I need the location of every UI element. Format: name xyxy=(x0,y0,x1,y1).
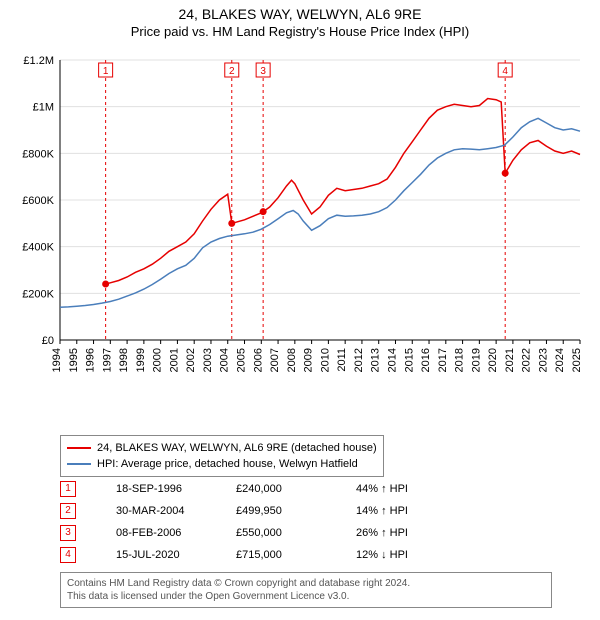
svg-text:4: 4 xyxy=(502,66,508,77)
legend-item: 24, BLAKES WAY, WELWYN, AL6 9RE (detache… xyxy=(67,440,377,456)
svg-text:£400K: £400K xyxy=(22,242,54,254)
svg-text:1: 1 xyxy=(103,66,109,77)
event-row: 4 15-JUL-2020£715,00012% ↓ HPI xyxy=(60,544,476,566)
svg-text:2018: 2018 xyxy=(454,348,466,372)
page-subtitle: Price paid vs. HM Land Registry's House … xyxy=(0,22,600,43)
svg-text:2020: 2020 xyxy=(487,348,499,372)
svg-text:2006: 2006 xyxy=(252,348,264,372)
svg-text:£800K: £800K xyxy=(22,148,54,160)
event-row: 2 30-MAR-2004£499,95014% ↑ HPI xyxy=(60,500,476,522)
svg-text:2005: 2005 xyxy=(236,348,248,372)
svg-text:1998: 1998 xyxy=(118,348,130,372)
legend-item: HPI: Average price, detached house, Welw… xyxy=(67,456,377,472)
svg-text:2: 2 xyxy=(229,66,235,77)
legend-label: HPI: Average price, detached house, Welw… xyxy=(97,458,358,470)
svg-text:2002: 2002 xyxy=(185,348,197,372)
svg-text:1996: 1996 xyxy=(85,348,97,372)
legend-label: 24, BLAKES WAY, WELWYN, AL6 9RE (detache… xyxy=(97,442,377,454)
svg-text:2010: 2010 xyxy=(319,348,331,372)
chart-legend: 24, BLAKES WAY, WELWYN, AL6 9RE (detache… xyxy=(60,435,384,477)
svg-text:2025: 2025 xyxy=(571,348,583,372)
svg-text:2016: 2016 xyxy=(420,348,432,372)
event-date: 30-MAR-2004 xyxy=(116,505,236,517)
event-marker-number: 3 xyxy=(60,525,76,541)
event-pct-vs-hpi: 14% ↑ HPI xyxy=(356,505,476,517)
event-price: £240,000 xyxy=(236,483,356,495)
svg-text:2019: 2019 xyxy=(470,348,482,372)
event-price: £499,950 xyxy=(236,505,356,517)
page-title: 24, BLAKES WAY, WELWYN, AL6 9RE xyxy=(0,0,600,22)
event-pct-vs-hpi: 44% ↑ HPI xyxy=(356,483,476,495)
svg-text:£0: £0 xyxy=(42,335,54,347)
event-pct-vs-hpi: 12% ↓ HPI xyxy=(356,549,476,561)
event-row: 3 08-FEB-2006£550,00026% ↑ HPI xyxy=(60,522,476,544)
event-marker-number: 2 xyxy=(60,503,76,519)
svg-text:2003: 2003 xyxy=(202,348,214,372)
event-date: 15-JUL-2020 xyxy=(116,549,236,561)
svg-text:2001: 2001 xyxy=(168,348,180,372)
svg-text:£1.2M: £1.2M xyxy=(23,55,54,67)
legend-swatch xyxy=(67,463,91,465)
svg-text:2021: 2021 xyxy=(504,348,516,372)
svg-text:1994: 1994 xyxy=(51,348,63,372)
footer-line-1: Contains HM Land Registry data © Crown c… xyxy=(67,577,545,590)
svg-text:2004: 2004 xyxy=(219,348,231,372)
svg-text:£1M: £1M xyxy=(33,102,54,114)
event-price: £550,000 xyxy=(236,527,356,539)
event-marker-number: 4 xyxy=(60,547,76,563)
event-price: £715,000 xyxy=(236,549,356,561)
event-date: 18-SEP-1996 xyxy=(116,483,236,495)
svg-text:2013: 2013 xyxy=(370,348,382,372)
svg-text:2023: 2023 xyxy=(537,348,549,372)
svg-text:2012: 2012 xyxy=(353,348,365,372)
svg-text:2011: 2011 xyxy=(336,348,348,372)
svg-text:2000: 2000 xyxy=(152,348,164,372)
event-date: 08-FEB-2006 xyxy=(116,527,236,539)
price-chart: £0 £200K £400K £600K £800K £1M £1.2M 1994 1995 19… xyxy=(10,50,590,390)
svg-text:2017: 2017 xyxy=(437,348,449,372)
svg-text:1995: 1995 xyxy=(68,348,80,372)
event-marker-number: 1 xyxy=(60,481,76,497)
footer-attribution: Contains HM Land Registry data © Crown c… xyxy=(60,572,552,608)
svg-text:2007: 2007 xyxy=(269,348,281,372)
svg-text:2024: 2024 xyxy=(554,348,566,372)
svg-text:2008: 2008 xyxy=(286,348,298,372)
svg-text:2014: 2014 xyxy=(386,348,398,372)
svg-text:2022: 2022 xyxy=(521,348,533,372)
footer-line-2: This data is licensed under the Open Gov… xyxy=(67,590,545,603)
events-table: 1 18-SEP-1996£240,00044% ↑ HPI 2 30-MAR-200… xyxy=(60,478,476,566)
svg-text:£600K: £600K xyxy=(22,195,54,207)
svg-text:£200K: £200K xyxy=(22,288,54,300)
legend-swatch xyxy=(67,447,91,449)
event-pct-vs-hpi: 26% ↑ HPI xyxy=(356,527,476,539)
svg-text:1999: 1999 xyxy=(135,348,147,372)
svg-text:2015: 2015 xyxy=(403,348,415,372)
svg-text:2009: 2009 xyxy=(303,348,315,372)
svg-text:1997: 1997 xyxy=(101,348,113,372)
event-row: 1 18-SEP-1996£240,00044% ↑ HPI xyxy=(60,478,476,500)
svg-text:3: 3 xyxy=(260,66,266,77)
